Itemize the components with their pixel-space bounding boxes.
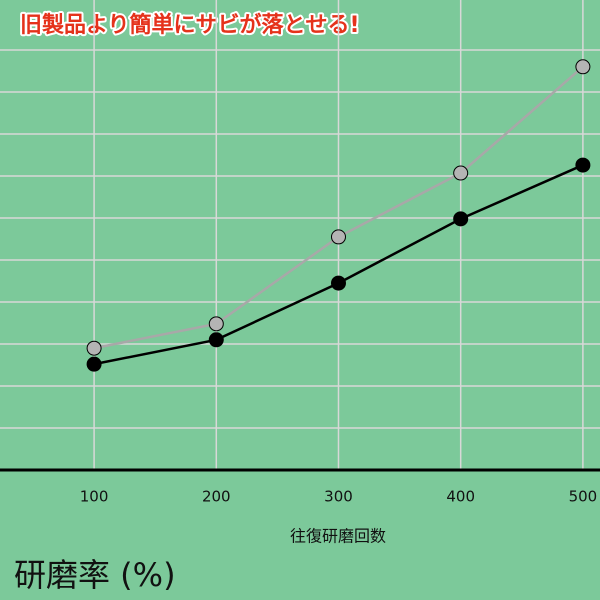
- data-point: [208, 316, 224, 332]
- data-point: [453, 211, 469, 227]
- data-point: [86, 356, 102, 372]
- y-axis-title: 研磨率 (%): [14, 556, 176, 594]
- data-point: [330, 229, 346, 245]
- x-tick-label: 400: [446, 488, 475, 506]
- data-point: [575, 59, 591, 75]
- data-point: [86, 340, 102, 356]
- x-tick-label: 100: [80, 488, 109, 506]
- data-point: [575, 157, 591, 173]
- x-tick-label: 500: [569, 488, 598, 506]
- data-point: [330, 275, 346, 291]
- data-point: [453, 165, 469, 181]
- chart-title: 旧製品より簡単にサビが落とせる!: [20, 12, 360, 38]
- x-tick-label: 300: [324, 488, 353, 506]
- x-tick-label: 200: [202, 488, 231, 506]
- data-point: [208, 332, 224, 348]
- x-axis-title: 往復研磨回数: [290, 527, 386, 546]
